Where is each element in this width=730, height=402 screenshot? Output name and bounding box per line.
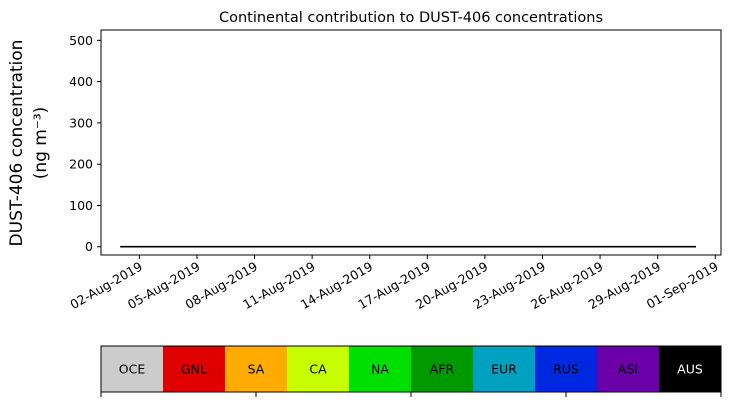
legend-swatch-oce <box>101 346 163 392</box>
legend-swatch-asi <box>597 346 659 392</box>
legend-label-aus: AUS <box>677 362 703 377</box>
legend-swatch-eur <box>473 346 535 392</box>
legend-label-rus: RUS <box>553 362 579 377</box>
legend-label-gnl: GNL <box>181 362 207 377</box>
plot-area: 010020030040050002-Aug-201905-Aug-201908… <box>67 29 722 312</box>
legend-swatch-sa <box>225 346 287 392</box>
legend-colorbar: OCE GNL SA CA NA AFR EUR RUS ASI AUS <box>100 345 722 397</box>
legend-label-eur: EUR <box>491 362 517 377</box>
y-tick-label: 200 <box>69 157 93 172</box>
legend-swatch-afr <box>411 346 473 392</box>
legend-label-afr: AFR <box>430 362 455 377</box>
legend-swatch-rus <box>535 346 597 392</box>
y-tick-label: 400 <box>69 74 93 89</box>
legend-label-ca: CA <box>309 362 327 377</box>
legend-label-asi: ASI <box>618 362 638 377</box>
legend-swatch-ca <box>287 346 349 392</box>
plot-frame <box>100 29 722 256</box>
legend-swatch-aus <box>659 346 721 392</box>
y-tick-label: 500 <box>69 33 93 48</box>
y-axis-label-line1: DUST-406 concentration <box>7 40 27 247</box>
y-tick-label: 100 <box>69 198 93 213</box>
legend-label-na: NA <box>371 362 389 377</box>
legend-swatch-na <box>349 346 411 392</box>
y-tick-label: 0 <box>85 239 93 254</box>
legend-label-sa: SA <box>248 362 265 377</box>
legend-swatch-gnl <box>163 346 225 392</box>
legend-label-oce: OCE <box>119 362 146 377</box>
y-tick-label: 300 <box>69 115 93 130</box>
chart-title: Continental contribution to DUST-406 con… <box>219 10 603 26</box>
y-axis-label-line2: (ng m⁻³) <box>31 107 51 180</box>
